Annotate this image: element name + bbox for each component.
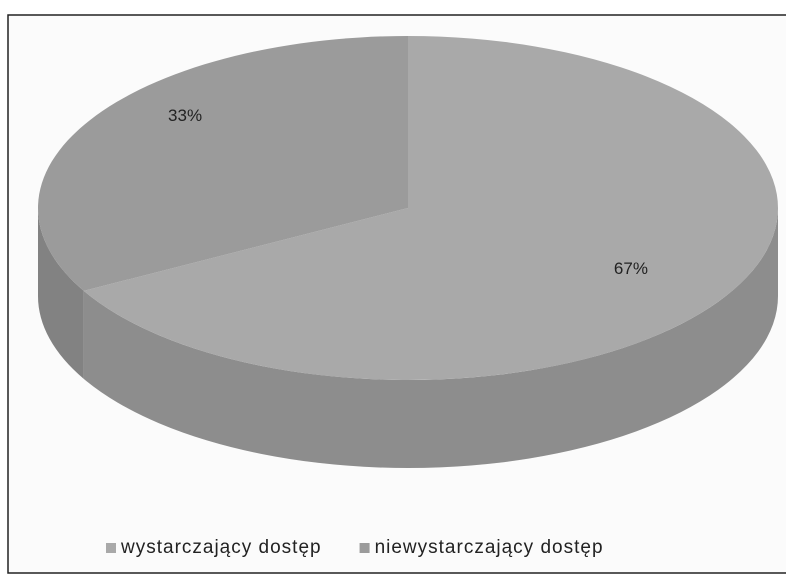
legend-swatch [359,543,370,553]
data-label: 67% [614,259,648,278]
slice-side-shade [83,208,779,469]
legend-label: wystarczający dostęp [120,537,322,558]
legend-label: niewystarczający dostęp [375,537,604,558]
slice [37,36,408,291]
slice [83,36,778,380]
data-label: 33% [168,106,202,125]
slice-side [38,208,84,379]
slice-side-shade [38,208,84,379]
legend-swatch [106,543,116,553]
slice-side [83,208,779,469]
